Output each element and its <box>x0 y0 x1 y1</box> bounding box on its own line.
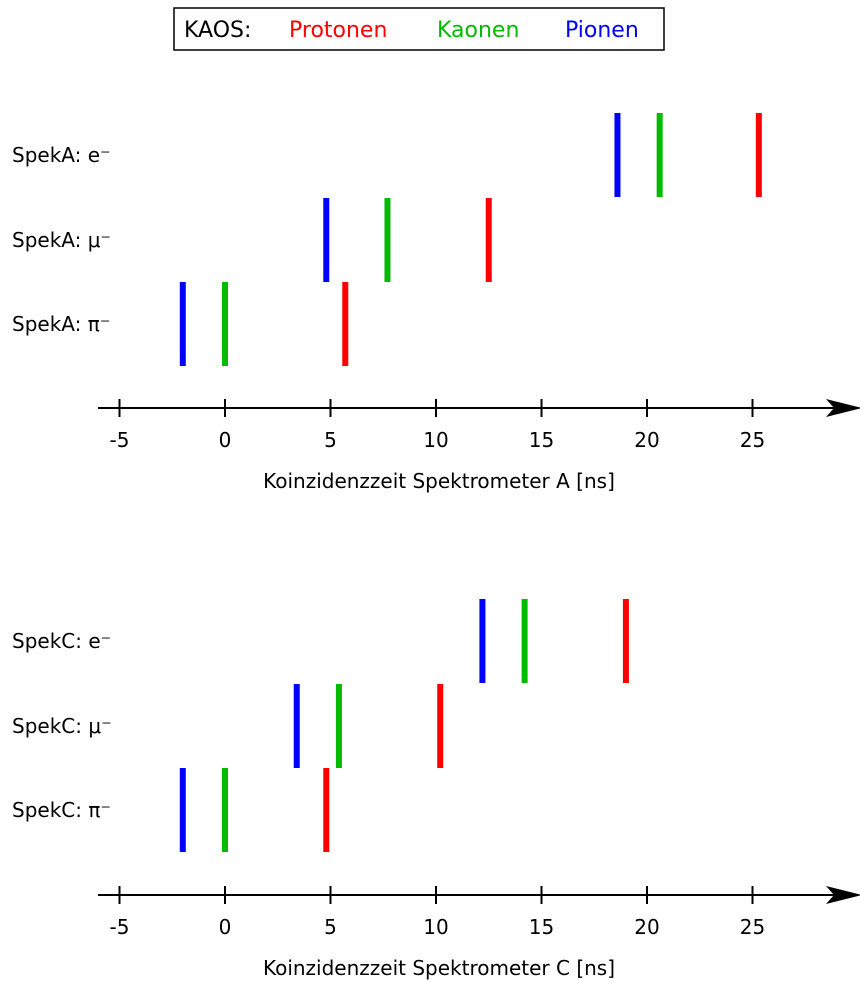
x-tick-label: 5 <box>324 915 337 939</box>
panel-a: SpekA: e⁻ SpekA: μ⁻ SpekA: π⁻ -5 0 5 10 15 20 25 K… <box>12 113 860 493</box>
x-tick-label: 5 <box>324 428 337 452</box>
x-tick-label: 15 <box>529 915 554 939</box>
row-label: SpekC: e⁻ <box>12 629 111 653</box>
x-tick-label: -5 <box>110 915 130 939</box>
legend-prefix: KAOS: <box>184 18 251 43</box>
x-tick-label: 10 <box>423 915 448 939</box>
x-tick-label: 20 <box>634 428 659 452</box>
row-label: SpekC: μ⁻ <box>12 714 112 738</box>
x-axis-label: Koinzidenzzeit Spektrometer A [ns] <box>263 469 615 493</box>
x-tick-label: 25 <box>740 428 765 452</box>
x-tick-label: 0 <box>219 915 232 939</box>
legend-box <box>173 7 665 51</box>
legend-kaonen: Kaonen <box>437 18 519 43</box>
legend-pionen: Pionen <box>565 18 639 43</box>
x-tick-label: 10 <box>423 428 448 452</box>
row-label: SpekA: μ⁻ <box>12 228 111 252</box>
row-label: SpekA: e⁻ <box>12 143 111 167</box>
panels: SpekA: e⁻ SpekA: μ⁻ SpekA: π⁻ -5 0 5 10 15 20 25 K… <box>12 113 860 980</box>
x-axis-arrow-icon <box>826 399 860 417</box>
x-tick-label: 25 <box>740 915 765 939</box>
legend: KAOS: Protonen Kaonen Pionen <box>173 7 665 51</box>
x-tick-label: 20 <box>634 915 659 939</box>
x-axis-label: Koinzidenzzeit Spektrometer C [ns] <box>263 956 615 980</box>
legend-protonen: Protonen <box>289 18 387 43</box>
x-axis-arrow-icon <box>826 886 860 904</box>
row-label: SpekA: π⁻ <box>12 312 110 336</box>
panel-c: SpekC: e⁻ SpekC: μ⁻ SpekC: π⁻ -5 0 5 10 15 20 25 K… <box>12 599 860 980</box>
x-tick-label: -5 <box>110 428 130 452</box>
row-label: SpekC: π⁻ <box>12 798 111 822</box>
x-tick-label: 0 <box>219 428 232 452</box>
x-tick-label: 15 <box>529 428 554 452</box>
